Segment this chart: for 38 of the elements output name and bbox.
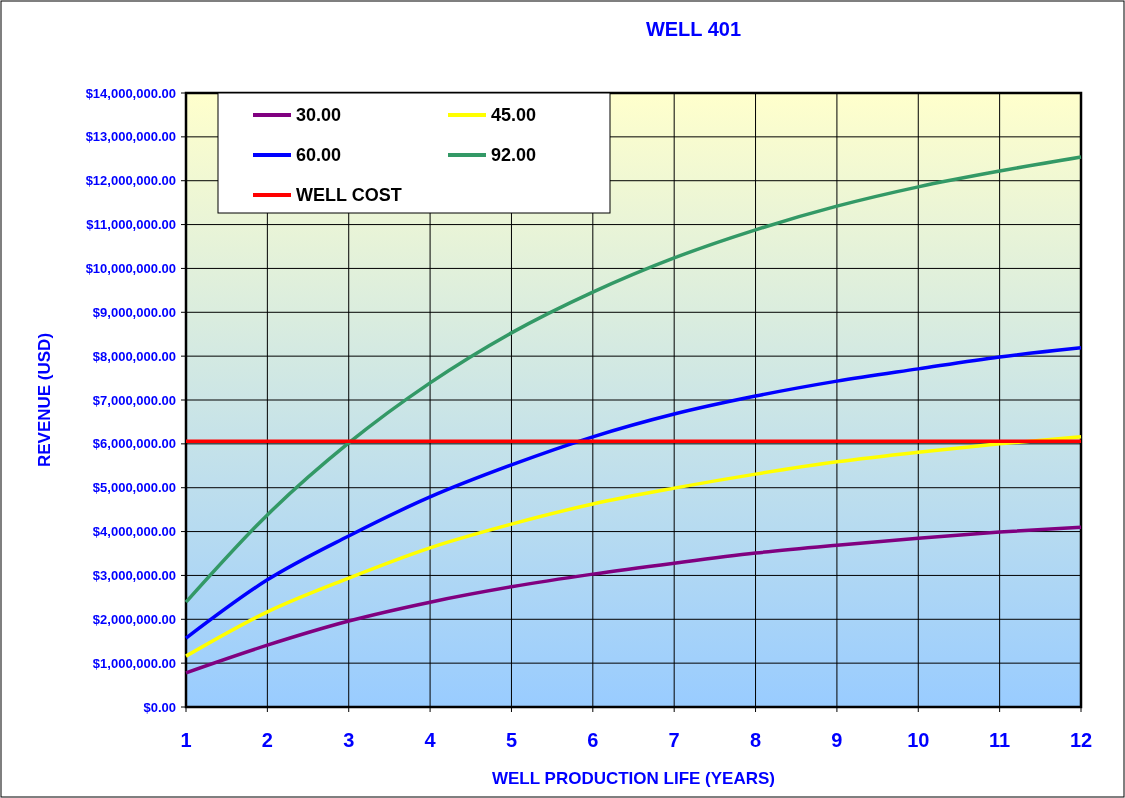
- y-tick-label: $11,000,000.00: [86, 217, 176, 233]
- x-tick-label: 1: [180, 729, 192, 751]
- y-tick-label: $1,000,000.00: [92, 655, 176, 671]
- x-tick-label: 8: [749, 729, 762, 751]
- x-axis-title: WELL PRODUCTION LIFE (YEARS): [491, 769, 776, 788]
- legend-label: 30.00: [296, 105, 342, 126]
- legend-label: 60.00: [296, 145, 342, 166]
- x-tick-label: 7: [668, 729, 680, 751]
- x-tick-label: 5: [505, 729, 518, 751]
- x-tick-label: 4: [424, 729, 437, 751]
- y-tick-label: $2,000,000.00: [92, 611, 176, 627]
- y-tick-label: $6,000,000.00: [92, 436, 176, 452]
- line-series: [184, 346, 1083, 640]
- x-tick-label: 9: [831, 729, 843, 751]
- y-axis-title: REVENUE (USD): [35, 332, 54, 468]
- y-tick-label: $3,000,000.00: [92, 567, 176, 583]
- y-tick-label: $5,000,000.00: [92, 480, 176, 496]
- x-tick-label: 10: [907, 729, 930, 751]
- line-series: [184, 435, 1083, 658]
- x-tick-label: 11: [989, 729, 1011, 751]
- y-tick-label: $13,000,000.00: [85, 129, 176, 145]
- chart-title: WELL 401: [645, 18, 742, 40]
- x-tick-label: 3: [343, 729, 355, 751]
- legend-label: WELL COST: [296, 185, 402, 206]
- legend-label: 92.00: [491, 145, 537, 166]
- y-tick-label: $4,000,000.00: [92, 524, 176, 540]
- y-tick-label: $7,000,000.00: [92, 392, 176, 408]
- y-tick-label: $0.00: [143, 699, 176, 715]
- x-tick-label: 6: [587, 729, 599, 751]
- x-tick-label: 2: [261, 729, 273, 751]
- x-tick-label: 12: [1069, 729, 1093, 751]
- y-tick-label: $14,000,000.00: [85, 85, 176, 101]
- legend-label: 45.00: [491, 105, 537, 126]
- y-tick-label: $8,000,000.00: [92, 348, 176, 364]
- y-tick-label: $12,000,000.00: [85, 173, 176, 189]
- y-tick-label: $10,000,000.00: [85, 260, 176, 276]
- line-series: [184, 525, 1083, 675]
- y-tick-label: $9,000,000.00: [92, 304, 176, 320]
